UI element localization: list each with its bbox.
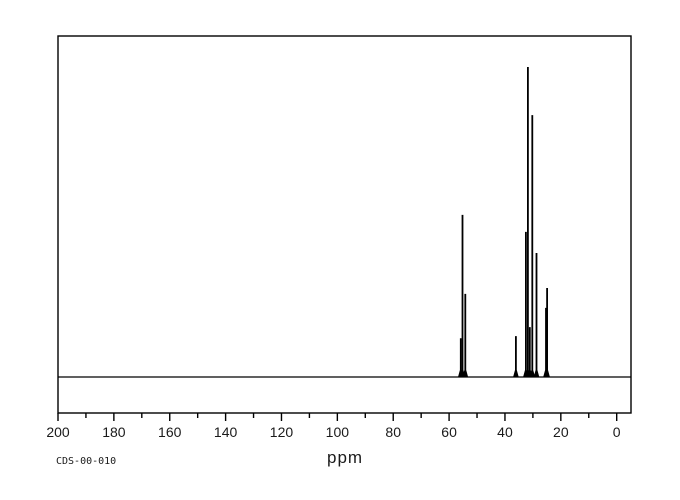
nmr-peak bbox=[533, 253, 540, 377]
nmr-peak bbox=[544, 288, 550, 377]
x-axis-tick-label: 60 bbox=[441, 424, 457, 440]
nmr-peak bbox=[543, 307, 549, 377]
nmr-peak bbox=[513, 336, 519, 377]
nmr-peak bbox=[529, 115, 536, 377]
plot-border bbox=[57, 35, 632, 414]
x-axis-tick-label: 20 bbox=[553, 424, 569, 440]
nmr-peak bbox=[523, 231, 529, 377]
x-axis-tick-label: 80 bbox=[385, 424, 401, 440]
nmr-peak bbox=[462, 293, 469, 377]
x-axis-tick-label: 0 bbox=[613, 424, 621, 440]
x-axis-unit-label: ppm bbox=[327, 448, 364, 467]
x-axis-tick-label: 40 bbox=[497, 424, 513, 440]
x-axis-tick-label: 140 bbox=[214, 424, 238, 440]
x-axis-tick-label: 160 bbox=[158, 424, 182, 440]
spectrum-id-label: CDS-00-010 bbox=[56, 456, 117, 467]
nmr-peak bbox=[525, 67, 531, 377]
x-axis-tick-label: 180 bbox=[102, 424, 126, 440]
nmr-peak bbox=[458, 338, 464, 377]
x-axis-tick-label: 200 bbox=[46, 424, 70, 440]
nmr-peak bbox=[459, 214, 466, 377]
x-axis-tick-label: 100 bbox=[326, 424, 350, 440]
x-axis-tick-label: 120 bbox=[270, 424, 294, 440]
nmr-peak bbox=[527, 327, 533, 377]
